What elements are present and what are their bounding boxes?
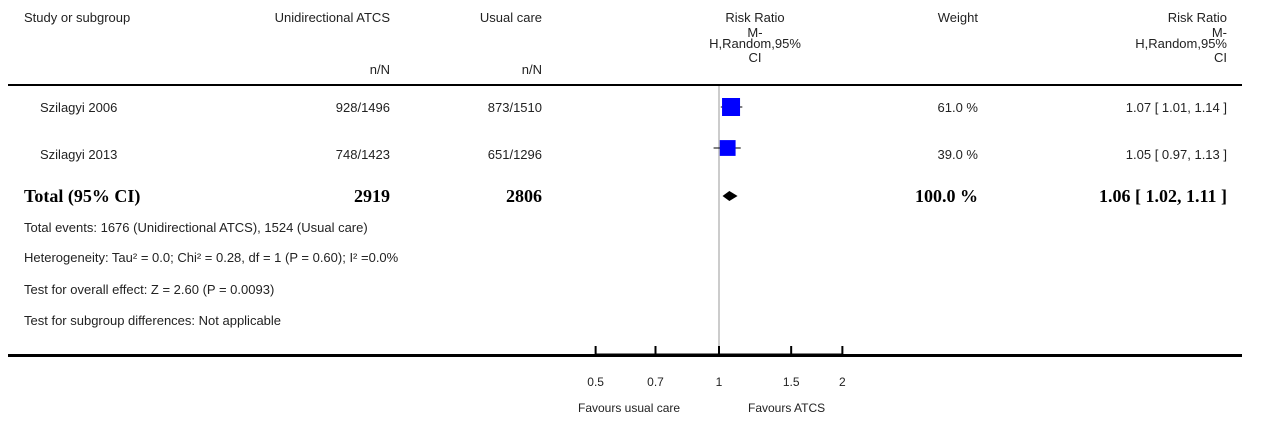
study-point-estimate [719,140,736,156]
study-control: 651/1296 [487,147,542,162]
x-tick-label: 2 [839,375,846,389]
study-risk-ratio: 1.05 [ 0.97, 1.13 ] [1125,147,1227,162]
bottom-rule [8,354,1242,357]
overall-effect-test: Test for overall effect: Z = 2.60 (P = 0… [24,282,275,297]
header-study: Study or subgroup [24,10,131,25]
header-control-nn: n/N [521,62,542,77]
header-rr-sub3: CI [1214,50,1227,65]
study-point-estimate [722,98,741,116]
study-name: Szilagyi 2006 [40,100,118,115]
header-rr-sub2: H,Random,95% [1135,36,1227,51]
subgroup-difference-test: Test for subgroup differences: Not appli… [24,313,282,328]
total-risk-ratio: 1.06 [ 1.02, 1.11 ] [1099,186,1227,206]
header-plot-title: Risk Ratio [725,10,785,25]
study-experimental: 748/1423 [335,147,390,162]
heterogeneity: Heterogeneity: Tau² = 0.0; Chi² = 0.28, … [24,250,399,265]
total-label: Total (95% CI) [24,186,141,206]
header-rr-sub1: M- [1211,25,1227,40]
header-plot-sub1: M- [747,25,763,40]
header-plot-sub3: CI [748,50,762,65]
pooled-diamond [722,191,738,201]
study-name: Szilagyi 2013 [40,147,118,162]
header-weight: Weight [937,10,978,25]
total-events: Total events: 1676 (Unidirectional ATCS)… [24,220,368,235]
favours-right-label: Favours ATCS [748,401,826,415]
header-rr-title: Risk Ratio [1167,10,1227,25]
total-control: 2806 [506,186,542,206]
header-control: Usual care [479,10,542,25]
header-experimental: Unidirectional ATCS [274,10,390,25]
x-tick-label: 0.7 [647,375,664,389]
header-plot-sub2: H,Random,95% [709,36,801,51]
favours-left-label: Favours usual care [578,401,681,415]
total-experimental: 2919 [354,186,390,206]
study-experimental: 928/1496 [335,100,390,115]
x-tick-label: 1 [716,375,723,389]
x-tick-label: 0.5 [587,375,604,389]
total-weight: 100.0 % [915,186,978,206]
study-weight: 39.0 % [937,147,978,162]
study-weight: 61.0 % [937,100,978,115]
header-rule [8,84,1242,86]
x-tick-label: 1.5 [783,375,800,389]
study-control: 873/1510 [487,100,542,115]
study-risk-ratio: 1.07 [ 1.01, 1.14 ] [1125,100,1227,115]
header-experimental-nn: n/N [369,62,390,77]
